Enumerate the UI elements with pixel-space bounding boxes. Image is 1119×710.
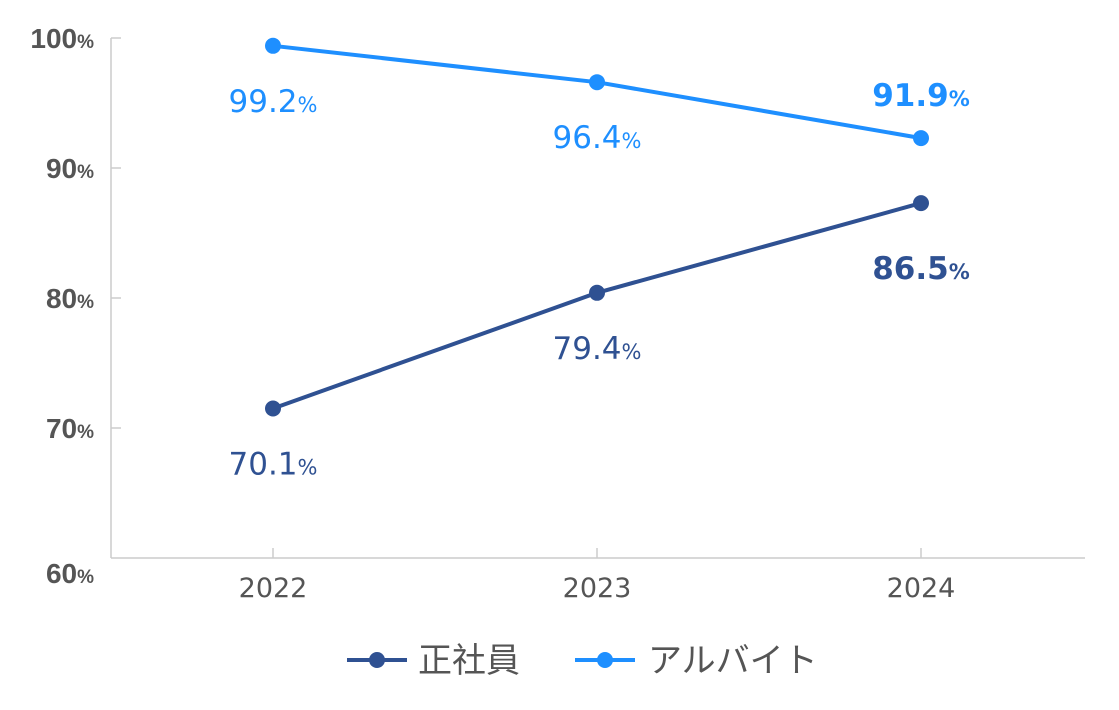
data-label-suffix: %: [298, 93, 318, 117]
legend-marker: [369, 652, 385, 668]
x-ticks: 2022 2023 2024: [239, 548, 956, 604]
legend: 正社員 アルバイト: [347, 641, 818, 681]
y-tick-label: 100%: [30, 23, 94, 54]
legend-item-1: 正社員: [347, 641, 520, 681]
data-point: [913, 195, 929, 212]
y-ticks: 60%70%80%90%100%: [30, 23, 121, 589]
y-tick-value: 100: [30, 23, 77, 54]
data-point: [265, 37, 281, 54]
data-label-suffix: %: [949, 87, 970, 111]
y-tick-suffix: %: [77, 162, 94, 183]
data-point: [913, 130, 929, 147]
y-tick-label: 90%: [46, 153, 94, 184]
legend-item-2: アルバイト: [575, 641, 818, 681]
data-point: [589, 74, 605, 91]
y-tick-label: 70%: [46, 413, 94, 444]
data-label-suffix: %: [622, 340, 642, 364]
data-label: 79.4%: [553, 331, 642, 367]
data-point: [265, 400, 281, 417]
data-label-suffix: %: [298, 456, 318, 480]
y-tick-value: 70: [46, 413, 77, 444]
data-label-value: 99.2: [229, 84, 298, 120]
data-label-value: 86.5: [872, 251, 949, 287]
y-tick-suffix: %: [77, 422, 94, 443]
data-label-value: 91.9: [872, 78, 949, 114]
series-1: 70.1%79.4%86.5%: [229, 195, 970, 483]
y-tick-label: 80%: [46, 283, 94, 314]
data-label: 70.1%: [229, 447, 318, 483]
legend-label: 正社員: [418, 641, 520, 681]
x-tick-label: 2024: [887, 573, 956, 604]
series-line: [272, 201, 922, 411]
y-tick-value: 90: [46, 153, 77, 184]
data-label-value: 79.4: [553, 331, 622, 367]
y-tick-value: 80: [46, 283, 77, 314]
y-tick-value: 60: [46, 558, 77, 589]
legend-label: アルバイト: [648, 641, 818, 681]
y-tick-suffix: %: [77, 567, 94, 588]
series-layer: 70.1%79.4%86.5%99.2%96.4%91.9%: [229, 37, 970, 483]
data-label-value: 96.4: [553, 120, 622, 156]
data-point: [589, 284, 605, 301]
x-tick-label: 2022: [239, 573, 308, 604]
data-label: 96.4%: [553, 120, 642, 156]
y-tick-label: 60%: [46, 558, 94, 589]
series-2: 99.2%96.4%91.9%: [229, 37, 970, 156]
x-tick-label: 2023: [563, 573, 632, 604]
data-label: 91.9%: [872, 78, 970, 114]
y-tick-suffix: %: [77, 292, 94, 313]
data-label: 86.5%: [872, 251, 970, 287]
y-tick-suffix: %: [77, 32, 94, 53]
legend-marker: [597, 652, 613, 668]
data-label-suffix: %: [949, 260, 970, 284]
data-label-suffix: %: [622, 129, 642, 153]
data-label-value: 70.1: [229, 447, 298, 483]
data-label: 99.2%: [229, 84, 318, 120]
